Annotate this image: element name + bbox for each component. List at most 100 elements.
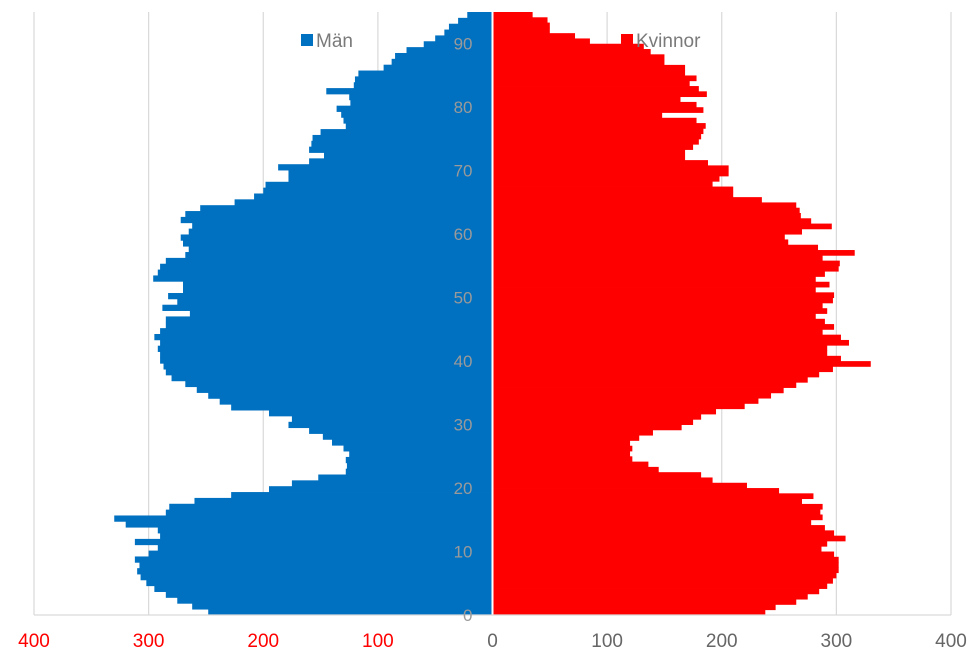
bar — [444, 29, 493, 36]
bar — [345, 468, 493, 475]
bar — [492, 583, 828, 589]
bar — [288, 175, 493, 183]
bar — [358, 70, 493, 77]
bar — [492, 345, 828, 351]
bar — [160, 263, 493, 270]
bar — [180, 216, 493, 224]
bar — [492, 117, 697, 124]
bar — [492, 509, 821, 515]
bar — [194, 497, 493, 505]
bar — [492, 535, 846, 542]
bar — [492, 123, 706, 129]
bar — [492, 128, 704, 135]
bar — [492, 382, 797, 388]
bar — [492, 588, 820, 595]
bar — [492, 265, 839, 272]
bar — [157, 345, 493, 352]
bar — [492, 324, 835, 330]
bar — [492, 260, 840, 267]
bar — [492, 308, 828, 314]
bar — [332, 439, 493, 446]
bar — [263, 187, 493, 194]
bar — [492, 234, 785, 240]
bar — [492, 313, 816, 320]
bar — [492, 255, 823, 262]
bar — [492, 181, 713, 187]
bar — [268, 486, 493, 493]
bar — [180, 234, 493, 241]
bar — [492, 75, 697, 82]
bar — [492, 49, 651, 55]
bar — [492, 556, 839, 563]
bar — [192, 222, 493, 230]
bar — [154, 333, 493, 341]
bar — [492, 387, 784, 394]
bar — [492, 86, 699, 92]
series-man-bars — [114, 12, 493, 616]
bar — [492, 577, 833, 584]
bar — [492, 435, 640, 441]
bar — [114, 515, 493, 522]
bar — [336, 105, 493, 112]
bar — [492, 170, 729, 177]
bar — [492, 572, 837, 579]
bar — [171, 374, 493, 382]
legend-label-man: Män — [316, 31, 353, 52]
y-tick-label: 40 — [454, 352, 473, 371]
x-axis — [34, 12, 951, 616]
bar — [268, 410, 493, 417]
bar — [343, 445, 493, 452]
bar — [492, 239, 789, 246]
y-tick-label: 80 — [454, 98, 473, 117]
bar — [492, 64, 686, 71]
bar — [309, 146, 493, 153]
bar — [160, 328, 493, 335]
bar — [163, 363, 493, 370]
bar — [492, 488, 780, 494]
legend-swatch-man — [301, 34, 313, 46]
bar — [177, 597, 493, 604]
bar — [354, 76, 493, 83]
bar — [492, 33, 576, 39]
bar — [183, 240, 493, 247]
bar — [134, 556, 493, 563]
bar — [467, 12, 493, 19]
y-tick-label: 50 — [454, 289, 473, 308]
bar — [492, 213, 801, 219]
bar — [391, 58, 493, 66]
bar — [345, 456, 493, 464]
bar — [350, 99, 493, 107]
bar — [345, 123, 493, 130]
bar — [157, 269, 493, 276]
bar — [188, 246, 493, 253]
bar — [343, 117, 493, 124]
bar — [492, 207, 800, 214]
bar — [492, 519, 812, 526]
bar — [492, 498, 802, 505]
bar — [492, 70, 686, 76]
bar — [165, 509, 493, 516]
bar — [185, 380, 493, 388]
bar — [157, 527, 493, 534]
bar — [492, 503, 823, 510]
bar — [492, 530, 835, 537]
bar — [492, 376, 808, 383]
bar — [353, 82, 493, 89]
bar — [492, 17, 548, 23]
bar — [448, 23, 493, 30]
bar — [200, 205, 493, 212]
bar — [492, 472, 702, 478]
bar — [134, 538, 493, 546]
bar — [492, 408, 717, 415]
y-tick-labels: 0 10 20 30 40 50 60 70 80 90 — [454, 35, 473, 626]
bar — [492, 223, 832, 230]
bar — [492, 91, 707, 98]
bar — [492, 456, 633, 463]
bar — [492, 191, 734, 198]
bar — [492, 218, 812, 224]
legend: Män Kvinnor — [301, 31, 701, 52]
bar — [254, 193, 493, 200]
bar — [318, 474, 493, 481]
x-tick-label: 300 — [821, 631, 853, 652]
